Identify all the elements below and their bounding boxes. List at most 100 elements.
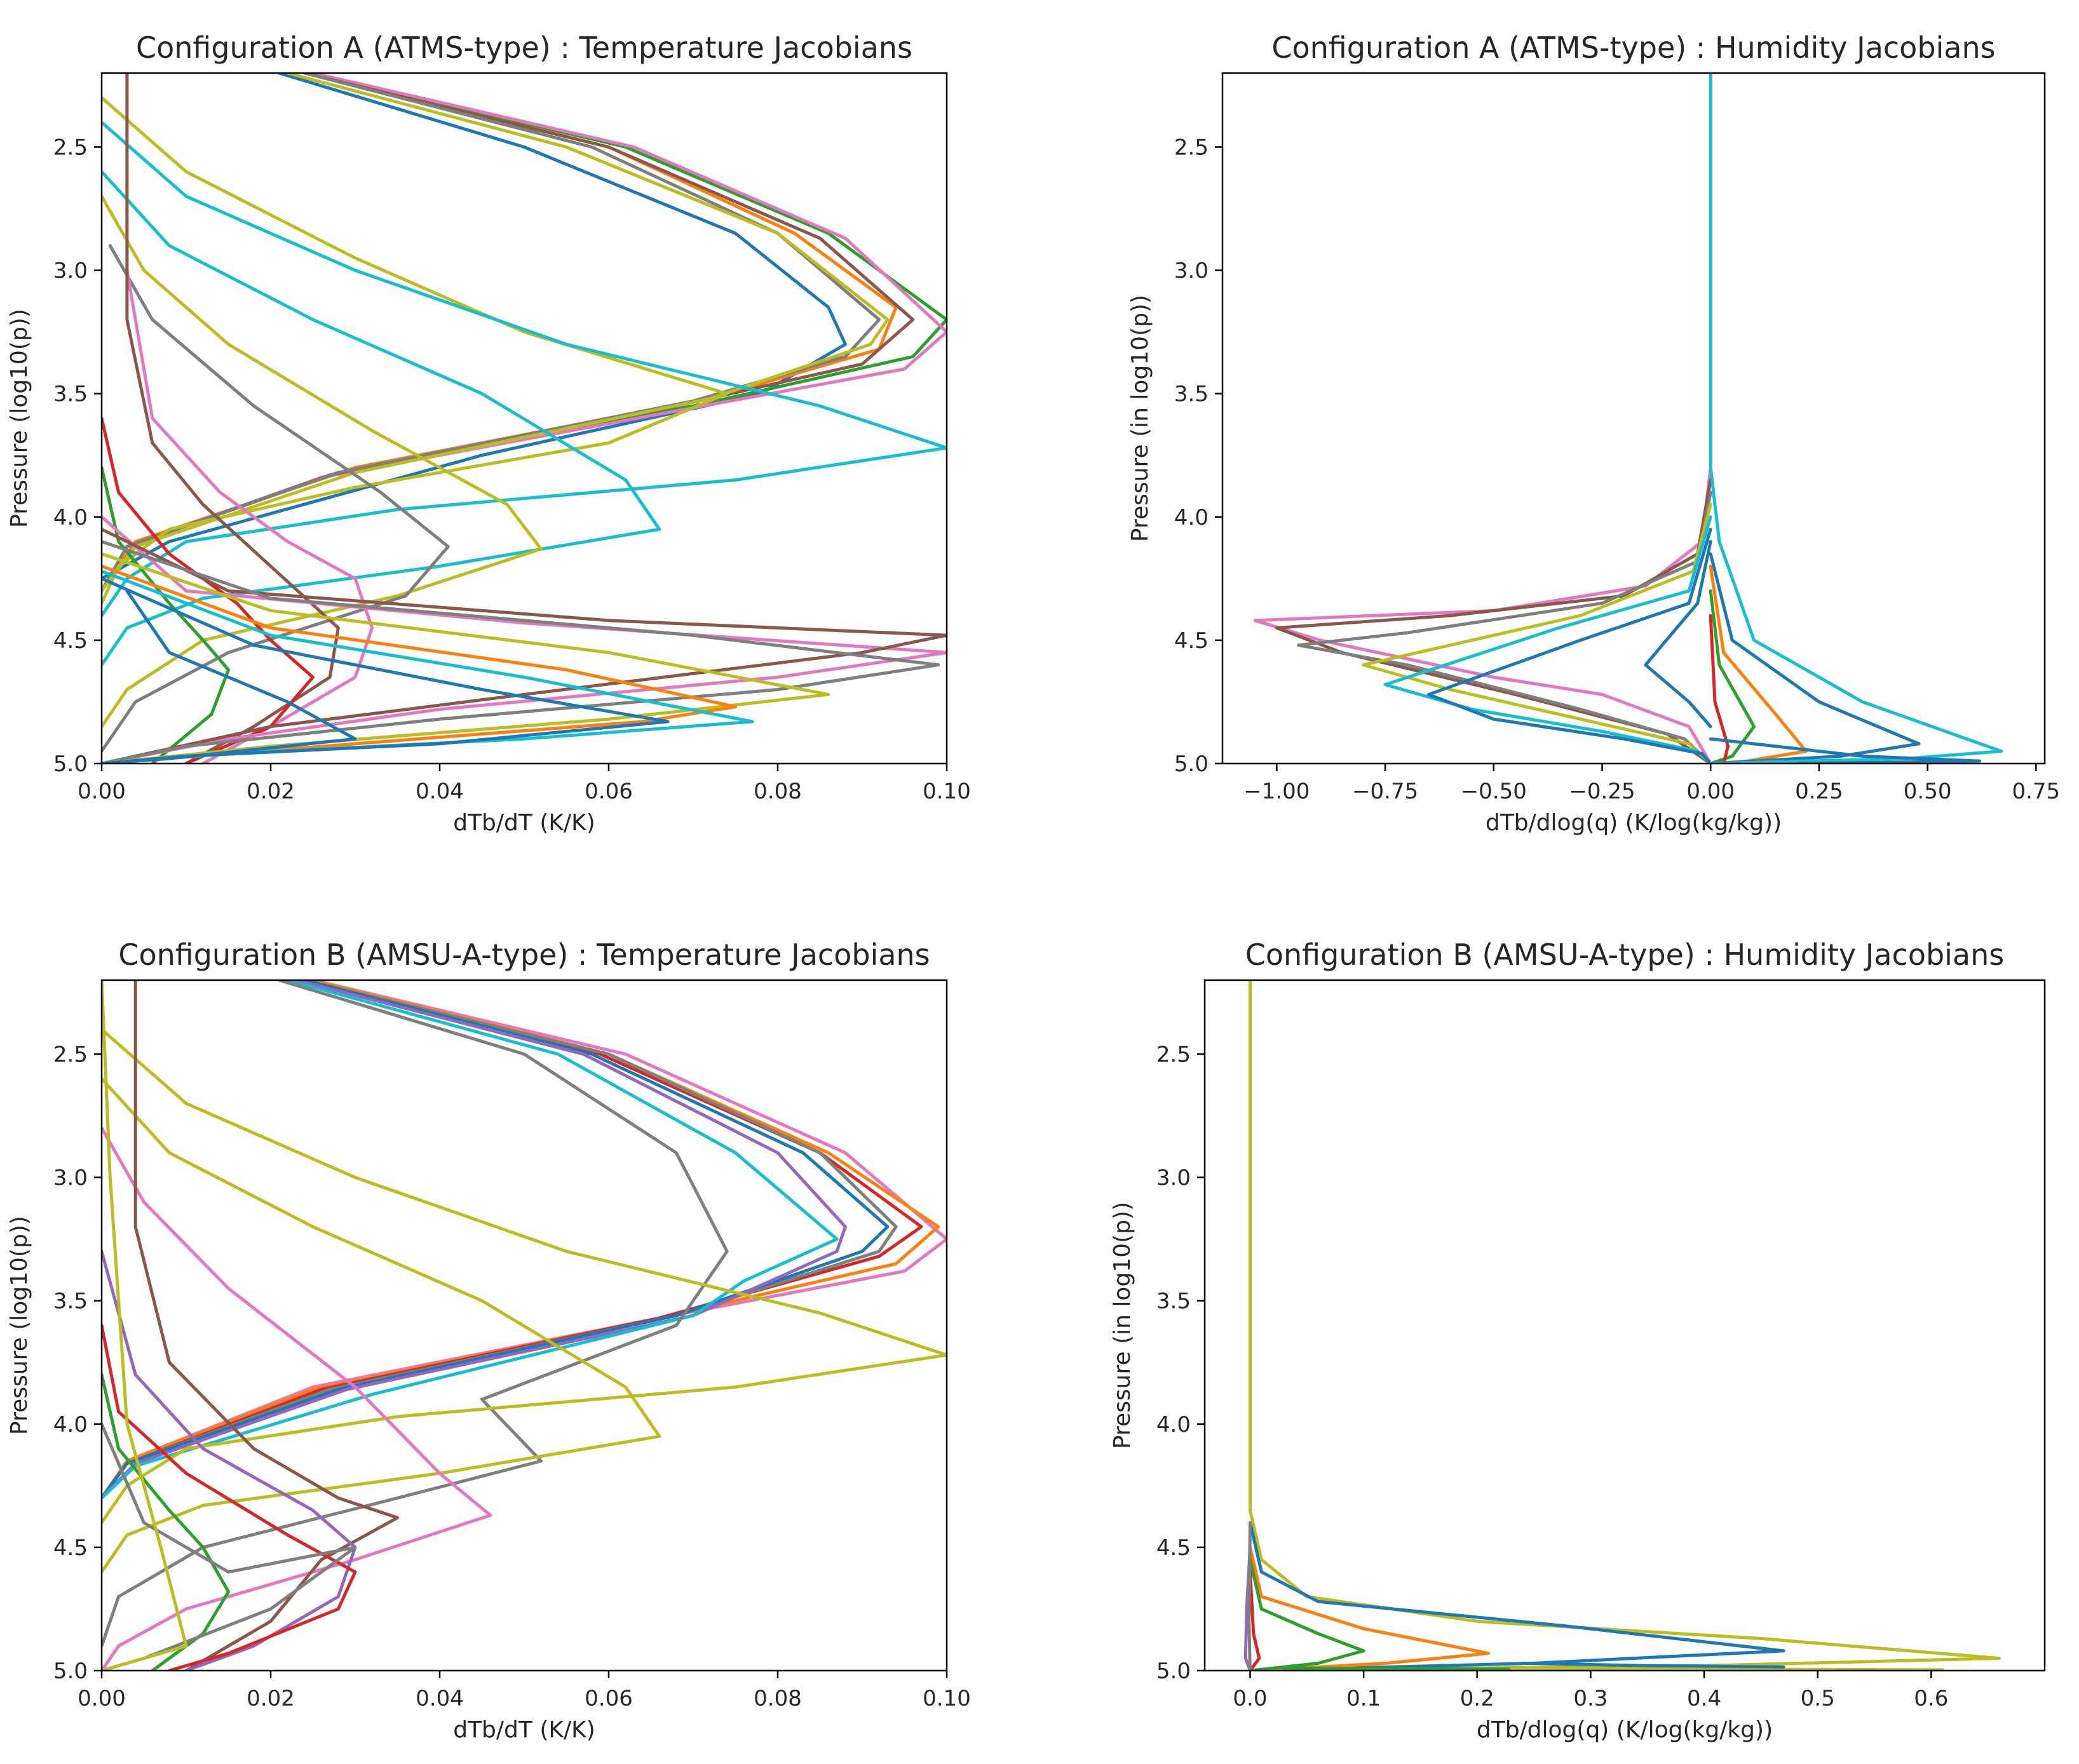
axes-frame [1221,72,2046,765]
y-tick-label: 4.0 [1174,505,1209,530]
series-line-h-a6 [1426,527,1712,764]
series-line-h-b7 [1247,1521,1252,1671]
series-line-ch-b8 [102,980,729,1648]
series-line-ch-a9 [102,121,947,617]
y-tick-label: 2.5 [1174,135,1209,160]
x-tick-label: 0.4 [1687,1686,1721,1711]
x-tick-label: 0.02 [247,779,295,804]
series-line-h-b5 [1249,1570,1261,1671]
y-tick-label: 3.0 [53,1166,88,1191]
series-line-ch-a11 [102,194,543,729]
x-tick-label: 0.2 [1460,1686,1494,1711]
y-tick-label: 3.0 [1174,259,1209,284]
series-line-h-a10 [1709,564,1808,764]
series-group [102,980,947,1671]
series-line-ch-b11 [102,1126,492,1671]
series-line-h-a7 [1644,540,1712,729]
y-tick-label: 4.5 [53,1535,88,1561]
y-tick-label: 3.5 [1156,1289,1191,1314]
series-line-ch-a12 [102,244,450,753]
chart-panel-3: Configuration B (AMSU-A-type) : Temperat… [6,938,971,1743]
y-tick-label: 5.0 [53,751,88,777]
series-line-h-a5 [1383,515,1712,764]
series-line-h-a3 [1297,490,1712,764]
y-tick-label: 4.0 [53,505,88,530]
x-tick-label: −0.25 [1569,779,1635,804]
series-line-h-a12 [1709,73,2003,764]
y-axis-label: Pressure (in log10(p)) [1127,295,1153,542]
series-line-h-b3 [1249,1545,1491,1671]
y-tick-label: 5.0 [53,1659,88,1684]
x-tick-label: 0.00 [1686,779,1735,804]
y-tick-label: 4.0 [1156,1412,1191,1437]
y-tick-label: 4.5 [53,628,88,654]
y-tick-label: 3.0 [1156,1166,1191,1191]
series-line-ch-a19 [102,540,940,764]
x-axis-label: dTb/dT (K/K) [453,1717,595,1743]
y-tick-label: 4.5 [1174,628,1209,654]
x-tick-label: 0.5 [1801,1686,1835,1711]
series-line-ch-a21 [102,564,737,764]
series-line-h-a9 [1709,614,1730,764]
x-tick-label: 0.08 [754,779,802,804]
x-tick-label: 0.10 [923,779,971,804]
y-tick-label: 5.0 [1174,751,1209,777]
series-line-ch-a24 [102,589,357,764]
x-tick-label: 0.6 [1914,1686,1948,1711]
y-tick-label: 4.5 [1156,1535,1191,1561]
x-tick-label: 0.3 [1573,1686,1608,1711]
axes-frame [100,979,948,1672]
y-tick-label: 3.0 [53,259,88,284]
series-line-ch-b10 [102,1077,661,1574]
series-line-ch-a1 [102,73,847,581]
x-tick-label: 0.00 [78,779,126,804]
series-line-ch-b12 [133,980,399,1671]
x-tick-label: 0.75 [2012,779,2060,804]
x-tick-label: 0.50 [1904,779,1952,804]
series-group [102,73,947,764]
x-axis-label: dTb/dlog(q) (K/log(kg/kg)) [1477,1717,1773,1743]
x-axis-label: dTb/dT (K/K) [453,810,595,836]
series-group [1243,980,2001,1671]
y-axis-label: Pressure (in log10(p)) [1109,1202,1135,1449]
x-tick-label: 0.08 [754,1686,802,1711]
y-tick-label: 2.5 [1156,1042,1191,1067]
axes-frame [100,72,948,765]
series-line-ch-b7 [102,980,839,1500]
y-tick-label: 4.0 [53,1412,88,1437]
x-axis-label: dTb/dlog(q) (K/log(kg/kg)) [1486,810,1782,836]
chart-panel-2: Configuration A (ATMS-type) : Humidity J… [1127,30,2060,836]
series-line-ch-a16 [102,466,230,764]
chart-panel-1: Configuration A (ATMS-type) : Temperatur… [6,30,971,836]
series-line-ch-b9 [102,1028,947,1525]
y-tick-label: 3.5 [53,1289,88,1314]
series-line-h-b9 [1509,1666,1944,1671]
chart-title: Configuration B (AMSU-A-type) : Temperat… [118,938,930,972]
x-tick-label: 0.0 [1233,1686,1267,1711]
series-line-ch-b17 [102,980,188,1671]
series-line-ch-b6 [102,980,847,1500]
x-tick-label: 0.00 [78,1686,126,1711]
series-line-h-a13 [1709,737,1982,764]
series-line-ch-a6 [102,73,881,593]
series-line-h-b1 [1249,980,2001,1671]
y-tick-label: 2.5 [53,1042,88,1067]
series-line-h-a11 [1709,552,1921,764]
x-tick-label: −0.50 [1461,779,1527,804]
series-line-h-a2 [1275,478,1712,764]
x-tick-label: 0.04 [416,779,464,804]
x-tick-label: 0.1 [1346,1686,1381,1711]
x-tick-label: 0.04 [416,1686,464,1711]
series-line-ch-a17 [102,515,947,764]
series-line-h-b10 [1520,1661,1785,1669]
y-tick-label: 3.5 [1174,382,1209,407]
x-tick-label: 0.06 [585,779,633,804]
series-line-ch-a10 [102,170,661,667]
series-line-ch-a13 [125,73,374,764]
series-line-h-b4 [1249,1558,1365,1671]
series-line-ch-b4 [102,980,898,1500]
series-line-ch-a8 [102,96,729,605]
axes-frame [1203,979,2046,1672]
y-axis-label: Pressure (log10(p)) [6,1216,32,1435]
